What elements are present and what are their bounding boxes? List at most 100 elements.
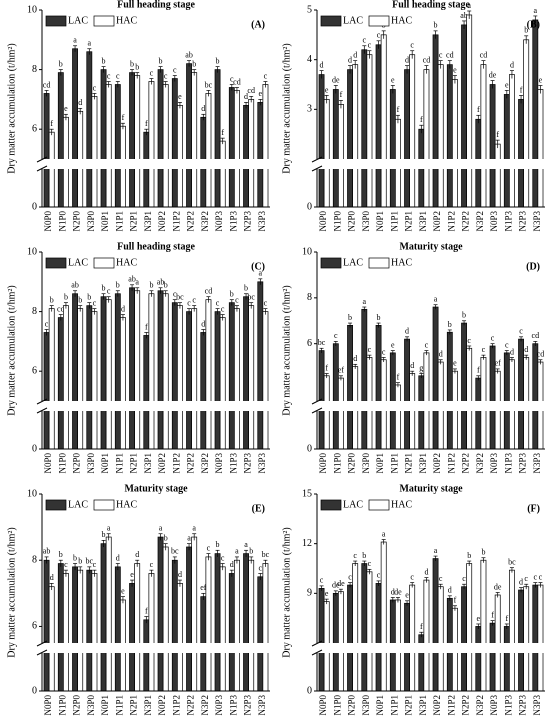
significance-letter: d bbox=[50, 573, 54, 582]
y-tick-label: 6 bbox=[32, 365, 37, 376]
significance-letter: cd bbox=[247, 86, 255, 95]
significance-letter: c bbox=[264, 71, 268, 80]
bar bbox=[72, 48, 78, 208]
significance-letter: bc bbox=[247, 292, 255, 301]
bar bbox=[338, 377, 344, 450]
significance-letter: c bbox=[368, 345, 372, 354]
significance-letter: b bbox=[164, 281, 168, 290]
bar bbox=[489, 622, 496, 692]
x-tick-label: N0P0 bbox=[318, 453, 328, 474]
significance-letter: f bbox=[145, 606, 148, 615]
x-tick-label: N3P1 bbox=[418, 211, 428, 232]
x-tick-label: N3P0 bbox=[86, 211, 96, 232]
x-tick-label: N2P0 bbox=[347, 695, 357, 716]
x-tick-label: N0P0 bbox=[43, 453, 53, 474]
significance-letter: b bbox=[164, 533, 168, 542]
significance-letter: ef bbox=[338, 366, 345, 375]
x-tick-label: N1P3 bbox=[228, 453, 238, 474]
significance-letter: c bbox=[368, 559, 372, 568]
x-tick-label: N1P1 bbox=[389, 453, 399, 474]
x-tick-label: N2P0 bbox=[72, 695, 82, 716]
bar bbox=[494, 594, 501, 692]
significance-letter: f bbox=[477, 105, 480, 114]
bar bbox=[86, 569, 93, 692]
y-tick-label: 3 bbox=[307, 104, 312, 115]
x-tick-label: N0P0 bbox=[43, 695, 53, 716]
significance-letter: d bbox=[135, 550, 139, 559]
legend-label: LAC bbox=[343, 15, 363, 26]
x-tick-label: N2P2 bbox=[461, 453, 471, 474]
bar bbox=[461, 24, 467, 208]
significance-letter: a bbox=[534, 6, 538, 15]
x-tick-label: N2P2 bbox=[461, 695, 471, 716]
axis-break-mark bbox=[311, 165, 323, 172]
significance-letter: b bbox=[244, 284, 248, 293]
chart-title: Maturity stage bbox=[399, 241, 463, 252]
bar bbox=[186, 311, 192, 450]
significance-letter: f bbox=[520, 85, 523, 94]
significance-letter: d bbox=[178, 570, 182, 579]
significance-letter: cd bbox=[480, 50, 488, 59]
significance-letter: bc bbox=[508, 558, 516, 567]
significance-letter: b bbox=[59, 59, 63, 68]
significance-letter: f bbox=[397, 372, 400, 381]
x-tick-label: N0P1 bbox=[100, 695, 110, 716]
x-tick-label: N3P3 bbox=[257, 453, 267, 474]
significance-letter: b bbox=[149, 281, 153, 290]
significance-letter: c bbox=[467, 336, 471, 345]
significance-letter: c bbox=[410, 41, 414, 50]
y-tick-label: 10 bbox=[27, 4, 37, 15]
significance-letter: b bbox=[481, 548, 485, 557]
bar bbox=[446, 64, 453, 208]
bar bbox=[86, 305, 93, 450]
significance-letter: b bbox=[377, 313, 381, 322]
bar bbox=[318, 74, 325, 208]
bar bbox=[389, 89, 396, 208]
bar bbox=[352, 563, 359, 692]
x-tick-label: N0P3 bbox=[489, 453, 499, 474]
legend-swatch bbox=[45, 257, 67, 269]
bar bbox=[157, 536, 164, 692]
axis-break-mark bbox=[36, 165, 48, 172]
bar bbox=[432, 306, 439, 450]
significance-letter: cd bbox=[532, 331, 540, 340]
significance-letter: f bbox=[122, 113, 125, 122]
significance-letter: b bbox=[249, 547, 253, 556]
bar bbox=[423, 352, 430, 450]
significance-letter: b bbox=[434, 21, 438, 30]
significance-letter: c bbox=[235, 295, 239, 304]
axis-break-gap bbox=[36, 159, 270, 169]
bar bbox=[332, 89, 339, 208]
significance-letter: c bbox=[348, 572, 352, 581]
bar bbox=[366, 571, 373, 692]
significance-letter: f bbox=[420, 115, 423, 124]
y-tick-label: 6 bbox=[32, 123, 37, 134]
significance-letter: a bbox=[467, 1, 471, 10]
significance-letter: c bbox=[259, 563, 263, 572]
legend-label: LAC bbox=[343, 499, 363, 510]
bar bbox=[494, 143, 501, 208]
significance-letter: c bbox=[368, 41, 372, 50]
x-tick-label: N1P0 bbox=[57, 211, 67, 232]
bar bbox=[114, 293, 121, 450]
significance-letter: ef bbox=[495, 359, 502, 368]
bar bbox=[347, 69, 353, 208]
x-tick-label: N3P1 bbox=[143, 453, 153, 474]
bar bbox=[134, 563, 141, 692]
bar bbox=[214, 553, 221, 692]
bar bbox=[57, 563, 64, 692]
x-tick-label: N2P2 bbox=[186, 453, 196, 474]
bar bbox=[432, 34, 439, 208]
significance-letter: c bbox=[539, 572, 543, 581]
significance-letter: a bbox=[244, 540, 248, 549]
x-tick-label: N1P1 bbox=[114, 453, 124, 474]
significance-letter: cd bbox=[446, 50, 454, 59]
axis-break-gap bbox=[311, 643, 545, 653]
significance-letter: de bbox=[337, 579, 345, 588]
bar bbox=[395, 384, 401, 450]
significance-letter: a bbox=[159, 524, 163, 533]
x-tick-label: N0P3 bbox=[214, 211, 224, 232]
significance-letter: d bbox=[201, 104, 205, 113]
significance-letter: e bbox=[539, 75, 543, 84]
